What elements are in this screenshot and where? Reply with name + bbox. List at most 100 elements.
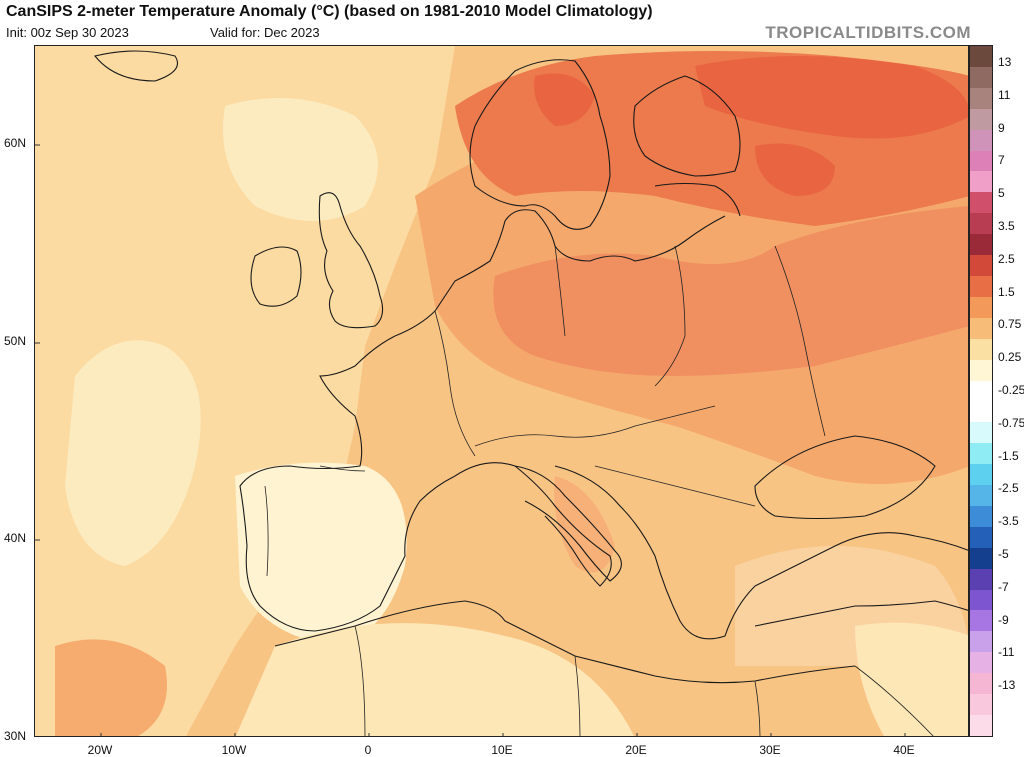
colorbar-swatch [970, 46, 992, 67]
border-egypt [754, 680, 761, 736]
colorbar-tick-label: -5 [998, 547, 1009, 561]
colorbar-swatch [970, 234, 992, 256]
anomaly-zone-atlantic-pale [65, 340, 201, 566]
site-brand[interactable]: TROPICALTIDBITS.COM [765, 23, 971, 42]
anomaly-zone-baltic-hot [755, 143, 835, 196]
colorbar-swatch [970, 526, 992, 548]
colorbar-swatch [970, 359, 992, 381]
coast-baltic [654, 182, 741, 217]
border-poland-east [654, 245, 686, 387]
colorbar-swatch [970, 171, 992, 193]
colorbar-swatch [970, 568, 992, 590]
colorbar-swatch [970, 129, 992, 151]
colorbar-swatch [970, 296, 992, 318]
graticule-ticks [35, 144, 906, 736]
colorbar-swatch [970, 401, 992, 423]
colorbar-swatch [970, 255, 992, 276]
border-ukraine-russia [774, 245, 826, 437]
border-germany-poland [554, 245, 566, 337]
colorbar-tick-label: 13 [998, 55, 1012, 69]
colorbar-tick-label: -2.5 [998, 481, 1019, 496]
coast-turkey [754, 532, 968, 587]
border-north-africa [354, 625, 366, 736]
border-alps [474, 405, 716, 447]
colorbar-swatch [970, 422, 992, 444]
colorbar-swatch [970, 275, 992, 297]
lon-label-10w: 10W [221, 743, 247, 757]
coast-north-sea [394, 209, 726, 337]
anomaly-zone-russia-hot [695, 56, 968, 139]
lon-label-0: 0 [364, 743, 372, 757]
coast-iceland [94, 50, 179, 82]
colorbar-tick-label: -3.5 [998, 514, 1019, 529]
colorbar-tick-label: 2.5 [998, 251, 1015, 266]
colorbar-swatch [970, 213, 992, 235]
colorbar-tick-label: -0.25 [998, 383, 1024, 397]
anomaly-map[interactable] [34, 45, 969, 737]
coast-italy [514, 465, 622, 582]
coastlines [94, 50, 968, 684]
lon-label-20e: 20E [625, 743, 647, 757]
colorbar-swatch [970, 652, 992, 674]
colorbar-swatch [970, 380, 992, 402]
coast-black-sea [754, 435, 936, 520]
colorbar-swatch [970, 505, 992, 527]
colorbar-tick-label: -9 [998, 612, 1009, 627]
colorbar-tick-label: -11 [998, 645, 1015, 660]
anomaly-zone-iberia [235, 462, 407, 646]
map-canvas [35, 46, 968, 736]
lat-label-60n: 60N [4, 136, 27, 150]
colorbar-tick-label: -1.5 [998, 448, 1019, 463]
border-france-germany [434, 310, 476, 457]
colorbar-swatch [970, 317, 992, 339]
anomaly-zone-sahara [235, 623, 634, 736]
anomaly-zone-poland-germany [493, 206, 968, 376]
lon-label-40e: 40E [893, 743, 915, 757]
colorbar-swatch [970, 485, 992, 506]
anomaly-zone-levant [855, 622, 968, 736]
colorbar-swatch [970, 87, 992, 109]
colorbar-tick-label: 0.75 [998, 317, 1022, 332]
colorbar-swatch [970, 631, 992, 653]
border-balkans [594, 465, 756, 507]
anomaly-zone-west-africa-warm [55, 639, 168, 736]
coast-finland [633, 75, 741, 177]
colorbar-tick-label: 3.5 [998, 219, 1015, 233]
colorbar-tick-label: -7 [998, 579, 1009, 594]
colorbar-swatch [970, 443, 992, 465]
colorbar-swatch [970, 108, 992, 130]
colorbar-tick-label: -13 [998, 678, 1016, 693]
border-middle-east [854, 665, 934, 736]
colorbar-swatch [970, 464, 992, 486]
colorbar-tick-label: 5 [998, 186, 1005, 201]
lat-label-50n: 50N [4, 334, 27, 348]
coast-turkey-south [754, 600, 968, 627]
valid-time: Valid for: Dec 2023 [210, 25, 320, 40]
colorbar [969, 45, 993, 737]
lon-label-20w: 20W [87, 743, 113, 757]
colorbar-tick-label: -0.75 [998, 415, 1024, 430]
colorbar-swatch [970, 610, 992, 632]
colorbar-swatch [970, 150, 992, 172]
colorbar-tick-label: 9 [998, 120, 1005, 135]
border-spain-portugal [264, 485, 269, 577]
anomaly-zone-sweden-hot [534, 73, 595, 126]
coast-north-mediterranean [454, 462, 612, 587]
coast-ireland [250, 246, 302, 307]
lon-label-10e: 10E [491, 743, 513, 757]
colorbar-swatch [970, 66, 992, 88]
border-spain-france [319, 465, 366, 472]
init-time: Init: 00z Sep 30 2023 [6, 25, 129, 40]
lon-label-30e: 30E [759, 743, 781, 757]
colorbar-swatch [970, 338, 992, 360]
lat-label-40n: 40N [4, 531, 27, 545]
border-libya [574, 655, 581, 736]
lat-label-30n: 30N [4, 729, 27, 743]
country-borders [264, 245, 934, 736]
colorbar-swatch [970, 547, 992, 569]
coast-great-britain [318, 192, 384, 329]
colorbar-swatch [970, 673, 992, 695]
coast-france-iberia [239, 335, 456, 632]
colorbar-tick-label: 7 [998, 153, 1005, 168]
colorbar-swatch [970, 694, 992, 715]
